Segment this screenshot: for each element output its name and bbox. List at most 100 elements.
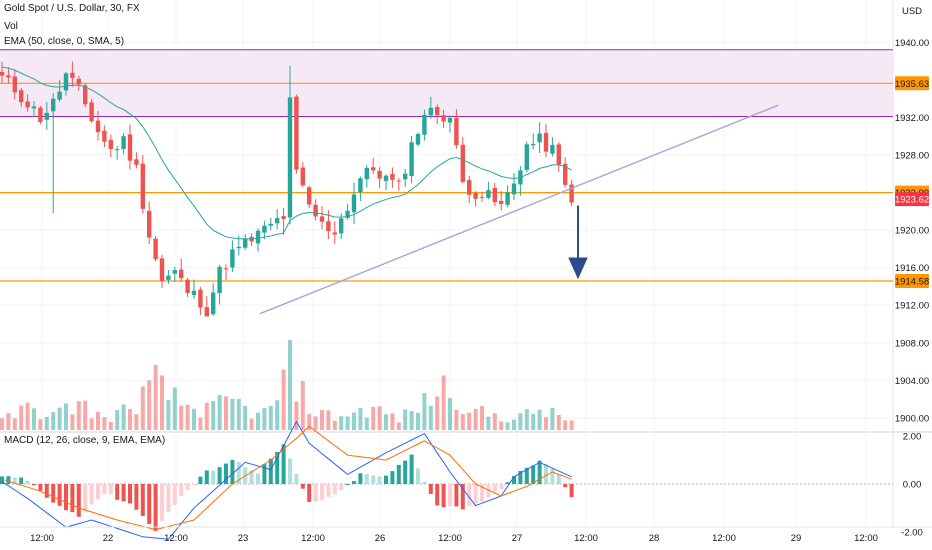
macd-histogram-bar: [70, 484, 75, 513]
candle-body: [396, 180, 401, 182]
candle: [358, 176, 363, 202]
candle-body: [563, 163, 568, 185]
candle: [415, 132, 421, 147]
macd-histogram-bar: [185, 484, 190, 490]
macd-histogram-bar: [390, 471, 395, 484]
candle: [198, 286, 203, 315]
volume-bar: [6, 412, 11, 430]
candle-body: [403, 173, 408, 180]
macd-histogram-bar: [230, 459, 235, 484]
candle: [396, 177, 401, 191]
candle-body: [505, 192, 510, 205]
candle-body: [479, 196, 485, 198]
macd-histogram-bar: [332, 484, 337, 495]
candle: [76, 75, 81, 91]
macd-histogram-bar: [0, 476, 4, 484]
volume-bar: [486, 416, 491, 430]
candle: [63, 71, 69, 96]
candle-body: [217, 266, 222, 294]
macd-histogram-bar: [384, 475, 388, 484]
time-axis-label: 27: [512, 533, 523, 544]
price-axis-label: 1940.00: [895, 38, 929, 49]
candle-body: [57, 91, 62, 100]
candle: [492, 183, 497, 207]
macd-histogram-bar: [249, 470, 254, 484]
volume-bar: [384, 414, 388, 430]
candle-body: [435, 107, 440, 116]
candle: [115, 146, 120, 160]
volume-bar: [268, 405, 273, 430]
macd-histogram-bar: [428, 484, 433, 494]
macd-histogram-bar: [300, 484, 305, 489]
candle: [268, 217, 273, 231]
macd-histogram-bar: [313, 484, 318, 502]
volume-bar: [96, 411, 100, 430]
candle: [569, 179, 574, 207]
volume-bar: [544, 417, 548, 430]
volume-bar: [198, 417, 203, 430]
candle: [191, 279, 197, 299]
volume-bar: [12, 418, 17, 430]
macd-histogram-bar: [128, 484, 132, 504]
volume-bar: [243, 405, 248, 430]
candle-body: [287, 97, 293, 218]
macd-histogram-bar: [236, 461, 241, 484]
candle: [467, 175, 472, 204]
macd-histogram-bar: [345, 483, 350, 485]
volume-bar: [569, 420, 574, 430]
candle: [479, 191, 485, 202]
candle-body: [371, 167, 376, 171]
macd-histogram-bar: [76, 484, 81, 517]
candle-body: [569, 184, 574, 203]
candle-body: [543, 132, 549, 152]
macd-histogram-bar: [115, 484, 120, 500]
candle: [6, 67, 11, 84]
macd-histogram-bar: [147, 484, 152, 524]
candle-body: [390, 174, 395, 180]
candle-body: [127, 134, 133, 161]
volume-bar: [300, 381, 305, 430]
candle-body: [115, 149, 120, 151]
candle: [243, 234, 248, 251]
candle-body: [0, 71, 5, 76]
macd-histogram-bar: [454, 484, 459, 507]
macd-histogram-bar: [435, 484, 440, 506]
candle-body: [6, 75, 11, 78]
macd-histogram-bar: [134, 484, 139, 510]
candle: [313, 199, 318, 221]
macd-histogram-bar: [550, 468, 555, 484]
volume-bar: [108, 421, 113, 430]
candle: [294, 94, 299, 174]
candle: [51, 93, 56, 214]
candle-body: [275, 218, 280, 224]
macd-histogram-bar: [352, 481, 356, 484]
candle: [134, 152, 139, 169]
macd-histogram-bar: [281, 444, 286, 484]
candle-body: [537, 133, 542, 143]
volume-bar: [371, 406, 376, 430]
candle-body: [300, 167, 305, 186]
macd-histogram-bar: [448, 484, 452, 507]
macd-histogram-bar: [51, 484, 56, 503]
volume-bar: [326, 410, 331, 430]
candle-body: [460, 144, 465, 182]
candle: [524, 141, 529, 173]
macd-histogram-bar: [6, 476, 11, 484]
macd-histogram-bar: [166, 484, 171, 512]
volume-bar: [236, 399, 241, 430]
macd-histogram-bar: [531, 465, 536, 484]
volume-bar: [556, 414, 561, 430]
signal-line: [1, 425, 572, 531]
candle-body: [358, 178, 363, 193]
volume-bar: [505, 422, 510, 430]
volume-bar: [396, 422, 401, 430]
candle-body: [25, 101, 30, 108]
volume-bar: [441, 375, 446, 430]
candle: [19, 87, 24, 108]
candle: [543, 124, 549, 158]
candle: [550, 137, 555, 157]
candle-body: [351, 194, 357, 213]
macd-histogram-bar: [172, 484, 177, 506]
volume-bar: [134, 414, 139, 430]
